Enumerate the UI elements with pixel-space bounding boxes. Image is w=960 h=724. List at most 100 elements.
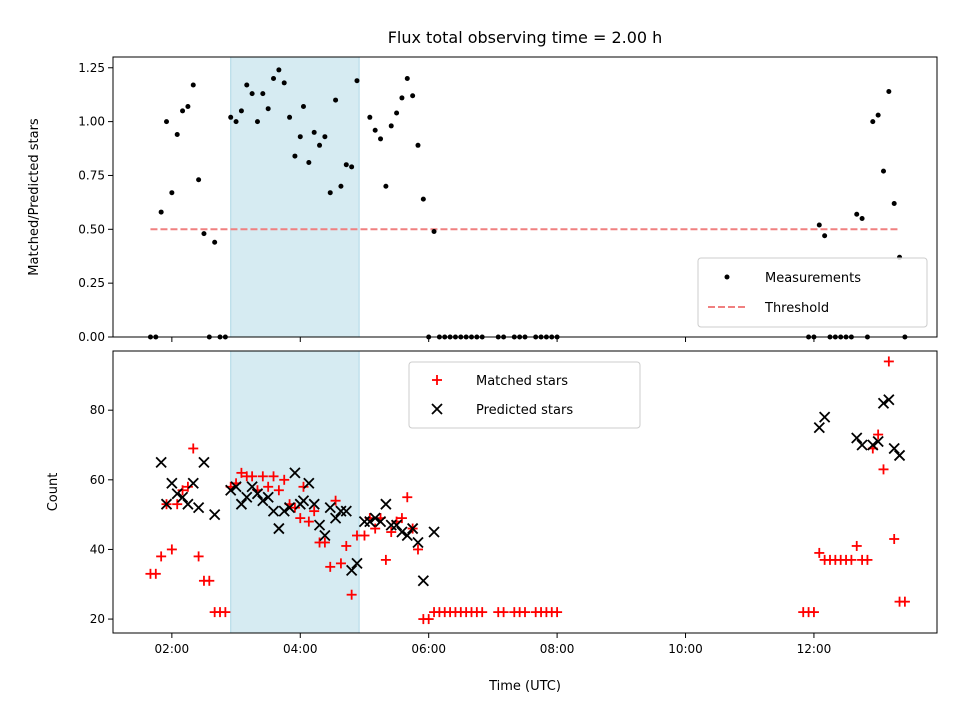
x-stroke <box>192 502 205 514</box>
matched-star-point <box>172 499 183 510</box>
predicted-star-point <box>308 498 320 510</box>
bottom-x-ticks: 02:00 04:00 06:00 08:00 10:00 12:00 <box>155 633 831 656</box>
predicted-star-point <box>401 529 413 542</box>
top-y-tick-label: 0.75 <box>78 168 105 182</box>
measurement-point <box>349 164 355 170</box>
x-stroke <box>396 526 408 538</box>
measurement-point <box>271 76 277 82</box>
measurement-point <box>372 127 378 133</box>
x-stroke <box>883 394 895 406</box>
bottom-y-tick-label: 40 <box>90 542 105 556</box>
bottom-y-ticks: 20 40 60 80 <box>90 403 113 626</box>
matched-star-point <box>423 614 434 625</box>
predicted-star-point <box>187 477 199 489</box>
matched-star-point <box>298 481 309 492</box>
measurement-point <box>249 91 255 97</box>
top-legend-box <box>697 257 928 328</box>
matched-star-point <box>883 356 894 367</box>
matched-star-point <box>177 485 188 496</box>
matched-star-point <box>166 544 177 555</box>
measurement-point <box>367 114 373 120</box>
x-stroke <box>412 536 424 549</box>
x-stroke <box>385 519 397 531</box>
measurement-point <box>201 231 207 237</box>
x-stroke <box>262 491 274 503</box>
measurement-point <box>306 160 312 166</box>
x-stroke <box>289 467 301 479</box>
measurement-point <box>886 88 892 94</box>
bottom-y-tick-label: 20 <box>90 612 105 626</box>
x-stroke <box>303 477 315 489</box>
top-y-tick-label: 1.00 <box>78 115 105 129</box>
predicted-star-point <box>888 442 900 455</box>
chart-title: Flux total observing time = 2.00 h <box>388 28 663 47</box>
measurement-point <box>174 132 180 138</box>
matched-star-point <box>899 596 910 607</box>
x-stroke <box>428 526 440 538</box>
predicted-star-point <box>883 394 895 406</box>
predicted-star-point <box>209 508 221 521</box>
x-stroke <box>241 491 253 503</box>
x-stroke <box>369 512 381 524</box>
bottom-y-axis-label: Count <box>46 473 61 512</box>
x-stroke <box>867 439 879 451</box>
matched-star-point <box>325 561 336 572</box>
x-stroke <box>297 495 310 507</box>
top-y-axis-label: Matched/Predicted stars <box>27 118 42 276</box>
predicted-star-point <box>235 498 248 510</box>
matched-star-point <box>193 551 204 562</box>
matched-star-point <box>359 530 370 541</box>
x-stroke <box>155 456 167 469</box>
bottom-plot-marks <box>145 356 910 625</box>
x-tick-label: 10:00 <box>668 642 703 656</box>
matched-star-point <box>380 554 391 565</box>
matched-star-point <box>279 474 290 485</box>
x-stroke <box>308 498 320 510</box>
measurement-point <box>343 162 349 168</box>
x-stroke <box>877 397 890 409</box>
observing-window-shade <box>230 350 360 634</box>
x-stroke <box>319 529 331 542</box>
measurement-point <box>322 134 328 140</box>
x-stroke <box>278 505 290 517</box>
x-stroke <box>351 557 363 570</box>
predicted-star-point <box>289 467 301 479</box>
measurement-point <box>327 190 333 196</box>
predicted-star-point <box>251 488 264 500</box>
matched-star-point <box>188 443 199 454</box>
measurement-point <box>158 209 164 215</box>
predicted-star-point <box>176 491 189 503</box>
predicted-star-point <box>417 575 429 587</box>
measurement-point <box>338 183 344 189</box>
measurement-point <box>378 136 384 142</box>
measurement-point <box>859 216 865 222</box>
predicted-star-point <box>283 502 296 514</box>
measurement-point <box>260 91 266 97</box>
predicted-star-point <box>351 557 363 570</box>
observing-window-shade <box>230 56 360 338</box>
matched-star-point <box>370 523 381 534</box>
matched-star-point <box>873 429 884 440</box>
predicted-star-point <box>412 536 424 549</box>
measurement-point <box>190 82 196 88</box>
x-stroke <box>872 435 884 448</box>
matched-star-point <box>862 554 873 565</box>
measurement-point <box>822 233 828 239</box>
bottom-legend-box <box>408 361 641 429</box>
x-stroke <box>313 519 326 531</box>
legend-threshold-label: Threshold <box>764 301 829 316</box>
matched-star-point <box>477 607 488 618</box>
matched-star-point <box>319 537 330 548</box>
matched-star-point <box>889 534 900 544</box>
predicted-star-point <box>335 505 347 517</box>
measurement-point <box>185 104 191 110</box>
predicted-star-point <box>257 495 269 507</box>
measurement-point <box>891 200 897 206</box>
predicted-star-point <box>230 481 242 493</box>
predicted-star-point <box>856 439 868 451</box>
x-tick-label: 06:00 <box>411 642 446 656</box>
top-y-ticks: 0.00 0.25 0.50 0.75 1.00 1.25 <box>78 61 113 344</box>
measurement-point <box>297 134 303 140</box>
legend-plus-glyph <box>432 375 442 385</box>
matched-star-point <box>204 575 215 586</box>
